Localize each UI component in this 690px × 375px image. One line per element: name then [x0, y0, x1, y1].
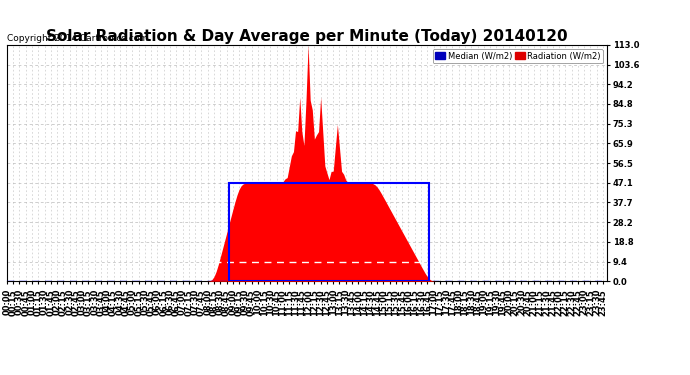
Bar [228, 183, 429, 281]
Text: Copyright 2014 Cartronics.com: Copyright 2014 Cartronics.com [7, 34, 148, 43]
Title: Solar Radiation & Day Average per Minute (Today) 20140120: Solar Radiation & Day Average per Minute… [46, 29, 568, 44]
Legend: Median (W/m2), Radiation (W/m2): Median (W/m2), Radiation (W/m2) [433, 49, 603, 63]
